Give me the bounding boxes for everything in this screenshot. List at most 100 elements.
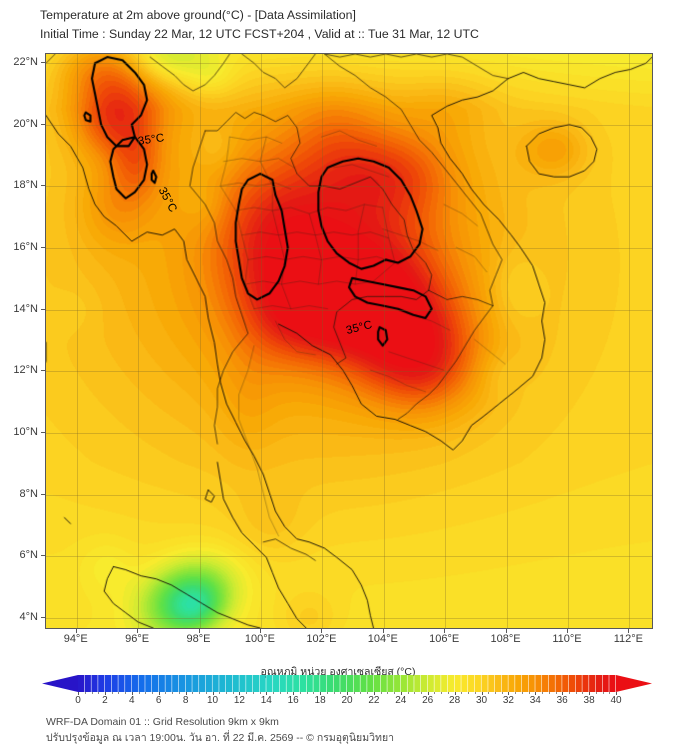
colorbar-minor-tick: [219, 692, 221, 694]
x-axis-tick: [444, 629, 446, 633]
colorbar-minor-tick: [528, 692, 530, 694]
grid-line-latitude: [46, 63, 652, 65]
colorbar-minor-tick: [165, 692, 167, 694]
grid-line-latitude: [46, 248, 652, 250]
colorbar-tick: [320, 692, 322, 695]
chart-header: Temperature at 2m above ground(°C) - [Da…: [40, 6, 660, 44]
colorbar-tick-label: 38: [583, 695, 595, 706]
y-axis-tick: [41, 555, 45, 557]
grid-line-longitude: [199, 54, 201, 628]
grid-line-longitude: [445, 54, 447, 628]
colorbar-cell: [407, 675, 414, 692]
colorbar-minor-tick: [441, 692, 443, 694]
colorbar-tick-label: 40: [610, 695, 622, 706]
y-axis-label: 4°N: [19, 610, 38, 623]
colorbar-cell: [373, 675, 381, 692]
colorbar-minor-tick: [279, 692, 281, 694]
colorbar-minor-tick: [353, 692, 355, 694]
colorbar-cell: [461, 675, 468, 692]
map-plot-area[interactable]: 35°C 35°C 35°C: [45, 53, 653, 629]
colorbar-cell: [84, 675, 91, 692]
colorbar-tick: [589, 692, 591, 695]
colorbar-cell: [488, 675, 495, 692]
y-axis-label: 14°N: [13, 302, 38, 315]
colorbar-minor-tick: [152, 692, 153, 694]
colorbar-tick: [562, 692, 564, 695]
colorbar-minor-tick: [542, 692, 543, 694]
colorbar-cell: [293, 675, 300, 692]
grid-line-latitude: [46, 186, 652, 188]
colorbar-cell: [515, 675, 522, 692]
grid-line-longitude: [383, 54, 385, 628]
colorbar-tick: [508, 692, 510, 695]
colorbar-cell: [239, 675, 246, 692]
grid-line-longitude: [568, 54, 569, 628]
grid-line-latitude: [46, 556, 652, 558]
colorbar-cell: [447, 675, 455, 692]
grid-line-latitude: [46, 309, 652, 311]
y-axis-tick: [41, 185, 45, 187]
x-axis-tick: [259, 629, 261, 633]
colorbar-minor-tick: [84, 692, 86, 694]
colorbar-tick: [427, 692, 429, 695]
colorbar-cell: [347, 675, 354, 692]
x-axis-label: 98°E: [186, 633, 211, 645]
colorbar-cell: [589, 675, 596, 692]
colorbar-cell: [508, 675, 515, 692]
colorbar-cell: [521, 675, 529, 692]
colorbar-minor-tick: [414, 692, 416, 694]
x-axis-label: 102°E: [306, 633, 337, 645]
colorbar-minor-tick: [387, 692, 389, 694]
colorbar-cell: [225, 675, 233, 692]
x-axis-tick: [505, 629, 507, 633]
colorbar-minor-tick: [407, 692, 409, 694]
colorbar-tick: [347, 692, 348, 695]
colorbar-tick-label: 30: [475, 695, 488, 706]
colorbar-cell: [474, 675, 481, 692]
colorbar-cell: [219, 675, 226, 692]
grid-line-longitude: [629, 54, 631, 628]
colorbar-minor-tick: [602, 692, 604, 694]
colorbar-minor-tick: [360, 692, 362, 694]
colorbar-cell: [279, 675, 286, 692]
colorbar-minor-tick: [568, 692, 570, 694]
grid-line-longitude: [76, 54, 78, 628]
colorbar-cell: [212, 675, 219, 692]
colorbar-minor-tick: [286, 692, 288, 694]
colorbar-cell: [582, 675, 589, 692]
x-axis-tick: [567, 629, 568, 633]
y-axis-tick: [41, 370, 45, 372]
colorbar[interactable]: [42, 675, 652, 692]
colorbar-minor-tick: [98, 692, 100, 694]
colorbar-tick: [481, 692, 483, 695]
y-axis-label: 12°N: [13, 364, 38, 377]
colorbar-cell: [78, 675, 85, 692]
colorbar-cell: [185, 675, 192, 692]
colorbar-minor-tick: [111, 692, 113, 694]
colorbar-tick-label: 34: [529, 695, 541, 706]
x-axis-label: 94°E: [63, 633, 88, 645]
x-axis-tick: [75, 629, 77, 633]
colorbar-tick-label: 4: [129, 695, 135, 706]
colorbar-cell: [320, 675, 327, 692]
x-axis-label: 104°E: [367, 633, 398, 645]
colorbar-minor-tick: [394, 692, 396, 694]
colorbar-cell: [178, 675, 186, 692]
colorbar-tick: [616, 692, 617, 695]
grid-line-latitude: [46, 617, 652, 619]
colorbar-cell: [118, 675, 125, 692]
colorbar-minor-tick: [367, 692, 369, 694]
colorbar-minor-tick: [515, 692, 517, 694]
colorbar-tick-label: 24: [395, 695, 407, 706]
colorbar-tick-label: 32: [502, 695, 514, 706]
colorbar-minor-tick: [118, 692, 120, 694]
y-axis-tick: [41, 308, 45, 310]
colorbar-cell: [138, 675, 145, 692]
x-axis-tick: [382, 629, 384, 633]
colorbar-minor-tick: [340, 692, 342, 694]
colorbar-cell: [414, 675, 421, 692]
x-axis-label: 110°E: [552, 633, 582, 645]
colorbar-cell: [306, 675, 313, 692]
colorbar-tick: [454, 692, 456, 695]
